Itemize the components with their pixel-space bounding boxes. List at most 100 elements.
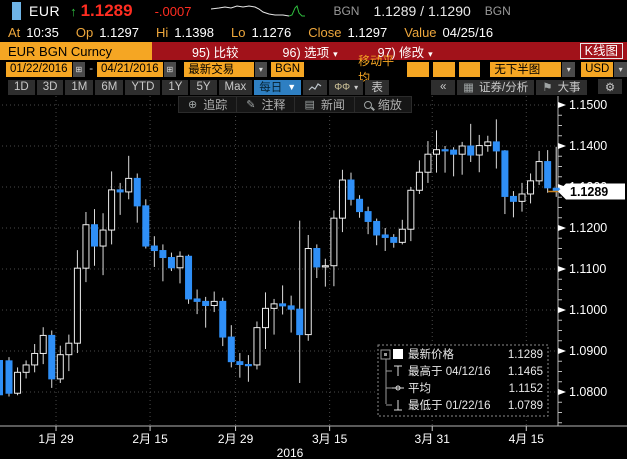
caret-down-icon[interactable]: ▾	[562, 61, 576, 77]
line-chart-icon	[308, 83, 322, 91]
svg-text:1.0789: 1.0789	[508, 400, 543, 412]
caret-down-icon: ▾	[354, 82, 359, 92]
ma-period-input-2[interactable]	[433, 61, 455, 77]
range-3d[interactable]: 3D	[36, 79, 64, 95]
range-1m[interactable]: 1M	[65, 79, 94, 95]
chart-controls: 01/22/2016 ⊞ - 04/21/2016 ⊞ 最新交易 ▾ BGN 移…	[0, 54, 627, 85]
svg-text:1.0800: 1.0800	[569, 385, 607, 399]
bars-icon: ▦	[463, 82, 475, 94]
svg-text:最低于 01/22/16: 最低于 01/22/16	[408, 399, 490, 412]
svg-text:最新价格: 最新价格	[408, 347, 454, 361]
price-mode-select[interactable]: 最新交易	[184, 61, 254, 77]
annotate-button[interactable]: ✎ 注释	[237, 97, 296, 112]
svg-text:1.1400: 1.1400	[569, 139, 607, 153]
ma-period-input-1[interactable]	[407, 61, 430, 77]
menu-modify[interactable]: 97) 修改 ▾	[377, 45, 433, 60]
svg-text:1.0900: 1.0900	[569, 344, 607, 358]
source-code-left: BGN	[333, 4, 360, 18]
bid-ask: 1.1289 / 1.1290	[373, 3, 471, 19]
svg-text:平均: 平均	[408, 382, 431, 395]
track-button[interactable]: ⊕ 追踪	[179, 97, 238, 112]
candlestick-chart[interactable]: 1月 29 2月 15 2月 29 3月 15 3月 31 4月 15 2016 1.1500…	[0, 96, 627, 459]
quote-value: 04/25/16	[442, 24, 494, 40]
range-toolbar: 1D 3D 1M 6M YTD 1Y 5Y Max 每日 ▼ ΦΦ ▾ 表 « ▦ 证…	[0, 78, 627, 96]
events-button[interactable]: ⚑ 大事	[536, 79, 587, 95]
magnifier-icon	[363, 100, 372, 109]
security-ticker-box[interactable]: EUR BGN Curncy	[0, 42, 152, 60]
svg-text:2月 15: 2月 15	[132, 432, 168, 446]
ma-period-input-3[interactable]	[458, 61, 481, 77]
frequency-select[interactable]: 每日 ▼	[254, 79, 302, 95]
crosshair-icon: ⊕	[188, 99, 198, 111]
date-range-separator: -	[89, 63, 94, 75]
panel-tab-icon[interactable]	[12, 2, 21, 20]
gear-icon: ⚙	[604, 81, 616, 94]
collapse-button[interactable]: «	[431, 79, 456, 95]
range-1y[interactable]: 1Y	[162, 79, 189, 95]
chart-region: 1月 29 2月 15 2月 29 3月 15 3月 31 4月 15 2016 1.1500…	[0, 96, 627, 459]
settings-button[interactable]: ⚙	[598, 79, 622, 94]
svg-text:1.1465: 1.1465	[508, 366, 543, 378]
menu-bar: EUR BGN Curncy 95) 比较 96) 选项 ▾ 97) 修改 ▾ K线…	[0, 42, 627, 60]
svg-text:1.1500: 1.1500	[569, 98, 607, 112]
candle-chart-button[interactable]: ΦΦ ▾	[329, 79, 364, 95]
svg-text:1.1289: 1.1289	[508, 349, 543, 361]
quote-value: 1.1398	[174, 24, 214, 40]
quote-value: 1.1297	[99, 24, 139, 40]
price-change: -.0007	[154, 3, 192, 19]
chart-type-badge: K线图	[579, 43, 623, 59]
range-max[interactable]: Max	[218, 79, 253, 95]
line-chart-button[interactable]	[303, 79, 328, 95]
security-analysis-button[interactable]: ▦ 证券/分析	[457, 79, 535, 95]
svg-text:1.1000: 1.1000	[569, 303, 607, 317]
quote-label: At	[8, 24, 21, 40]
chart-overlay-toolbar: ⊕ 追踪 ✎ 注释 ▤ 新闻 缩放	[178, 96, 412, 113]
svg-text:1.1289: 1.1289	[570, 185, 608, 199]
quote-bar: At 10:35 Op 1.1297 Hi 1.1398 Lo 1.1276 Close…	[0, 22, 627, 42]
flag-icon: ⚑	[542, 82, 553, 94]
quote-label: Op	[75, 24, 94, 40]
menu-compare[interactable]: 95) 比较	[192, 45, 239, 60]
candlestick-icon: ΦΦ	[334, 81, 351, 93]
up-arrow-icon: ↑	[70, 3, 77, 19]
quote-value: 1.1276	[251, 24, 292, 40]
quote-value: 10:35	[26, 24, 59, 40]
menu-options[interactable]: 96) 选项 ▾	[282, 45, 338, 60]
caret-down-icon: ▼	[287, 82, 297, 92]
range-ytd[interactable]: YTD	[125, 79, 161, 95]
pencil-icon: ✎	[246, 99, 256, 111]
caret-down-icon: ▾	[333, 48, 338, 59]
svg-text:2月 29: 2月 29	[218, 432, 254, 446]
date-to-input[interactable]: 04/21/2016	[97, 61, 163, 77]
last-price: 1.1289	[80, 1, 133, 20]
caret-down-icon[interactable]: ▾	[614, 61, 627, 77]
svg-text:1.1200: 1.1200	[569, 221, 607, 235]
svg-text:3月 15: 3月 15	[312, 432, 348, 446]
quote-label: Lo	[231, 24, 246, 40]
source-select[interactable]: BGN	[271, 61, 305, 77]
calendar-icon[interactable]: ⊞	[72, 61, 86, 77]
range-1d[interactable]: 1D	[8, 79, 35, 95]
lower-panel-select[interactable]: 无下半图	[490, 61, 562, 77]
intraday-sparkline	[211, 5, 306, 17]
table-button[interactable]: 表	[365, 79, 390, 95]
svg-text:1月 29: 1月 29	[38, 432, 74, 446]
caret-down-icon[interactable]: ▾	[254, 61, 268, 77]
range-5y[interactable]: 5Y	[190, 79, 217, 95]
calendar-icon[interactable]: ⊞	[163, 61, 177, 77]
quote-label: Close	[308, 24, 342, 40]
zoom-button[interactable]: 缩放	[355, 97, 411, 112]
quote-label: Hi	[155, 24, 169, 40]
svg-text:2016: 2016	[277, 446, 304, 459]
date-from-input[interactable]: 01/22/2016	[6, 61, 72, 77]
svg-text:最高于 04/12/16: 最高于 04/12/16	[408, 364, 490, 378]
currency-select[interactable]: USD	[581, 61, 614, 77]
ticker-header: EUR ↑ 1.1289 -.0007 BGN 1.1289 / 1.1290 …	[0, 0, 627, 22]
range-6m[interactable]: 6M	[95, 79, 124, 95]
caret-down-icon: ▾	[428, 48, 433, 59]
quote-value: 1.1297	[347, 24, 388, 40]
quote-label: Value	[404, 24, 437, 40]
news-button[interactable]: ▤ 新闻	[295, 97, 355, 112]
svg-text:1.1152: 1.1152	[509, 383, 543, 395]
